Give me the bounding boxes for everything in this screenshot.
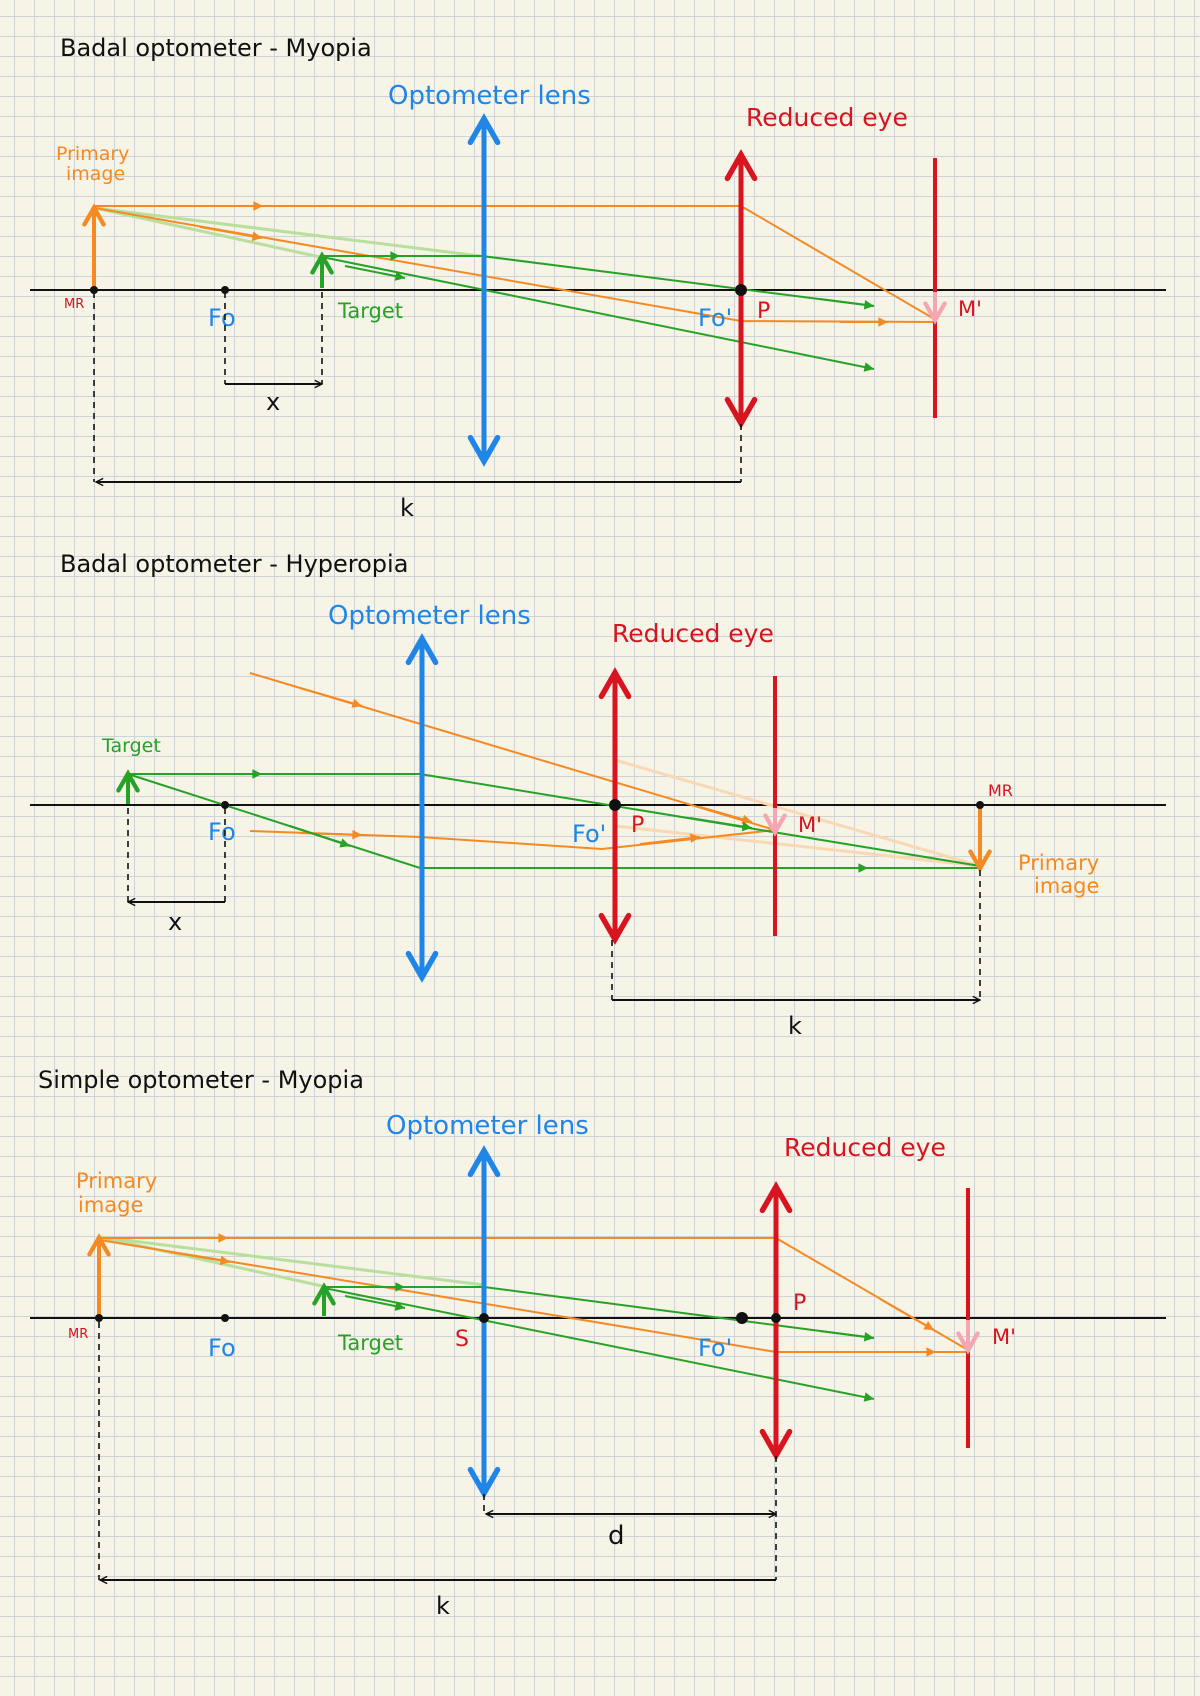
point-p — [609, 799, 621, 811]
d-label: d — [608, 1521, 625, 1551]
panel-title: Badal optometer - Hyperopia — [60, 550, 408, 578]
point-fo — [221, 1314, 229, 1322]
k-label: k — [788, 1012, 802, 1040]
m-prime-label: M' — [992, 1325, 1016, 1349]
panel-title: Simple optometer - Myopia — [38, 1066, 364, 1094]
panel-simple-myopia: Simple optometer - Myopia Optometer lens… — [30, 1066, 1166, 1620]
target-label: Target — [101, 735, 161, 757]
point-fo — [221, 801, 229, 809]
mr-label: MR — [988, 781, 1013, 800]
fo-label: Fo — [208, 304, 236, 332]
point-mr — [976, 801, 984, 809]
ray-green — [321, 256, 875, 372]
s-label: S — [455, 1327, 469, 1352]
eye-label: Reduced eye — [746, 103, 908, 132]
ray-orange-arrow — [299, 687, 363, 708]
ray-orange-arrow — [169, 1251, 231, 1266]
lens-label: Optometer lens — [328, 601, 531, 631]
ray-green — [323, 1287, 875, 1402]
mr-label: MR — [64, 297, 84, 312]
ray-green-arrow — [689, 817, 753, 832]
ray-green-arrow — [819, 1330, 875, 1342]
lens-label: Optometer lens — [388, 81, 591, 111]
k-label: k — [400, 494, 414, 522]
fo-prime-label: Fo' — [698, 1334, 732, 1362]
panel-badal-hyperopia: Badal optometer - Hyperopia Optometer le… — [30, 550, 1166, 1040]
mr-label: MR — [68, 1327, 88, 1342]
point-s — [479, 1313, 489, 1323]
primary-image-label: image — [1034, 874, 1099, 898]
ray-light-green — [94, 206, 321, 259]
ray-orange-arrow — [199, 226, 263, 242]
ray-light-orange — [614, 758, 981, 868]
fo-prime-label: Fo' — [572, 820, 606, 848]
panel-title: Badal optometer - Myopia — [60, 34, 372, 62]
ray-orange-arrow — [699, 806, 753, 824]
m-prime-label: M' — [798, 813, 822, 837]
point-fo-prime — [736, 1312, 748, 1324]
fo-prime-label: Fo' — [698, 304, 732, 332]
ray-green-arrow — [344, 1295, 406, 1311]
point-p — [771, 1313, 781, 1323]
ray-light-green — [99, 1235, 485, 1287]
p-label: P — [631, 813, 644, 838]
eye-label: Reduced eye — [612, 619, 774, 648]
primary-image-label: image — [78, 1193, 143, 1217]
m-prime-label: M' — [958, 297, 982, 321]
lens-label: Optometer lens — [386, 1111, 589, 1141]
k-label: k — [436, 1592, 450, 1620]
point-mr — [95, 1314, 103, 1322]
point-fo — [221, 286, 229, 294]
point-mr — [90, 286, 98, 294]
target-label: Target — [337, 299, 403, 323]
fo-label: Fo — [208, 818, 236, 846]
primary-image-label: Primary — [56, 143, 129, 165]
x-label: x — [266, 388, 280, 416]
ray-green — [322, 255, 875, 307]
ray-green-arrow — [289, 825, 351, 848]
ray-orange-arrow — [879, 1298, 935, 1331]
p-label: P — [793, 1291, 806, 1316]
ray-green — [127, 773, 980, 869]
ray-light-orange — [614, 824, 981, 868]
ray-green-arrow — [819, 298, 875, 310]
ray-light-green — [94, 206, 481, 258]
primary-image-label: Primary — [76, 1169, 157, 1193]
eye-label: Reduced eye — [784, 1133, 946, 1162]
ray-orange-arrow — [639, 833, 701, 845]
p-label: P — [757, 299, 770, 324]
primary-image-label: Primary — [1018, 851, 1099, 875]
fo-label: Fo — [208, 1334, 236, 1362]
target-label: Target — [337, 1331, 403, 1355]
ray-green — [324, 1286, 875, 1339]
x-label: x — [168, 908, 182, 936]
panel-badal-myopia: Badal optometer - Myopia Optometer lens … — [30, 34, 1166, 522]
point-p — [735, 284, 747, 296]
primary-image-label: image — [66, 163, 125, 185]
ray-green-arrow — [344, 265, 406, 281]
